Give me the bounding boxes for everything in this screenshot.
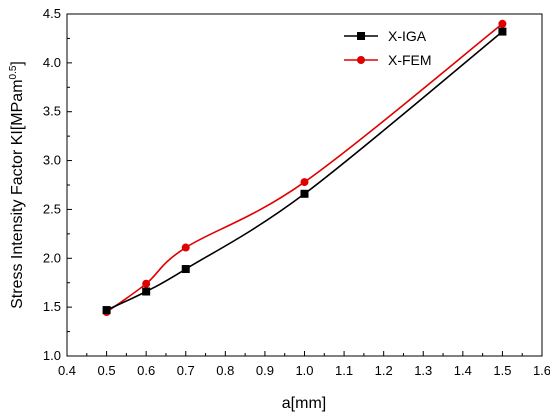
legend: X-IGA X-FEM — [344, 28, 432, 68]
y-tick-label: 1.5 — [43, 299, 61, 314]
x-tick-label: 0.9 — [256, 363, 274, 378]
y-tick-label: 4.0 — [43, 55, 61, 70]
x-axis-title: a[mm] — [282, 395, 326, 412]
y-tick-label: 3.0 — [43, 153, 61, 168]
legend-label-x-fem: X-FEM — [388, 52, 432, 68]
x-tick-label: 1.6 — [533, 363, 550, 378]
data-point-x-fem — [142, 279, 151, 288]
y-axis-title-sup: 0.5 — [8, 65, 19, 79]
y-tick-label: 3.5 — [43, 104, 61, 119]
legend-label-x-iga: X-IGA — [388, 28, 427, 44]
data-point-x-iga — [498, 27, 507, 36]
data-point-x-iga — [102, 306, 111, 315]
y-axis-title-main: Stress Intensity Factor KI[MPam — [9, 79, 26, 308]
y-axis-title: Stress Intensity Factor KI[MPam0.5] — [8, 61, 26, 309]
y-tick-label: 1.0 — [43, 348, 61, 363]
x-tick-label: 1.1 — [335, 363, 353, 378]
x-tick-label: 1.2 — [375, 363, 393, 378]
data-point-x-iga — [181, 265, 190, 274]
x-tick-label: 0.5 — [98, 363, 116, 378]
y-axis-title-close: ] — [9, 61, 26, 65]
axis-ticks: 0.4 0.5 0.6 0.7 0.8 0.9 1.0 1.1 1.2 1.3 1.4 1.5 1.6 1… — [43, 6, 550, 378]
x-tick-label: 0.4 — [58, 363, 76, 378]
y-tick-label: 2.0 — [43, 250, 61, 265]
y-tick-label: 4.5 — [43, 6, 61, 21]
data-point-x-fem — [300, 178, 309, 187]
x-tick-label: 1.0 — [295, 363, 313, 378]
x-tick-label: 0.6 — [137, 363, 155, 378]
x-tick-label: 1.5 — [493, 363, 511, 378]
x-tick-label: 1.4 — [454, 363, 472, 378]
x-tick-label: 0.8 — [216, 363, 234, 378]
x-tick-label: 0.7 — [177, 363, 195, 378]
data-point-x-fem — [181, 243, 190, 252]
series-layer — [102, 19, 507, 317]
y-tick-label: 2.5 — [43, 201, 61, 216]
data-point-x-fem — [498, 19, 507, 28]
data-point-x-iga — [142, 287, 151, 296]
data-point-x-iga — [300, 189, 309, 198]
legend-marker-x-fem — [357, 56, 365, 64]
series-line-x-fem — [106, 23, 503, 313]
x-tick-label: 1.3 — [414, 363, 432, 378]
legend-marker-x-iga — [357, 32, 365, 40]
